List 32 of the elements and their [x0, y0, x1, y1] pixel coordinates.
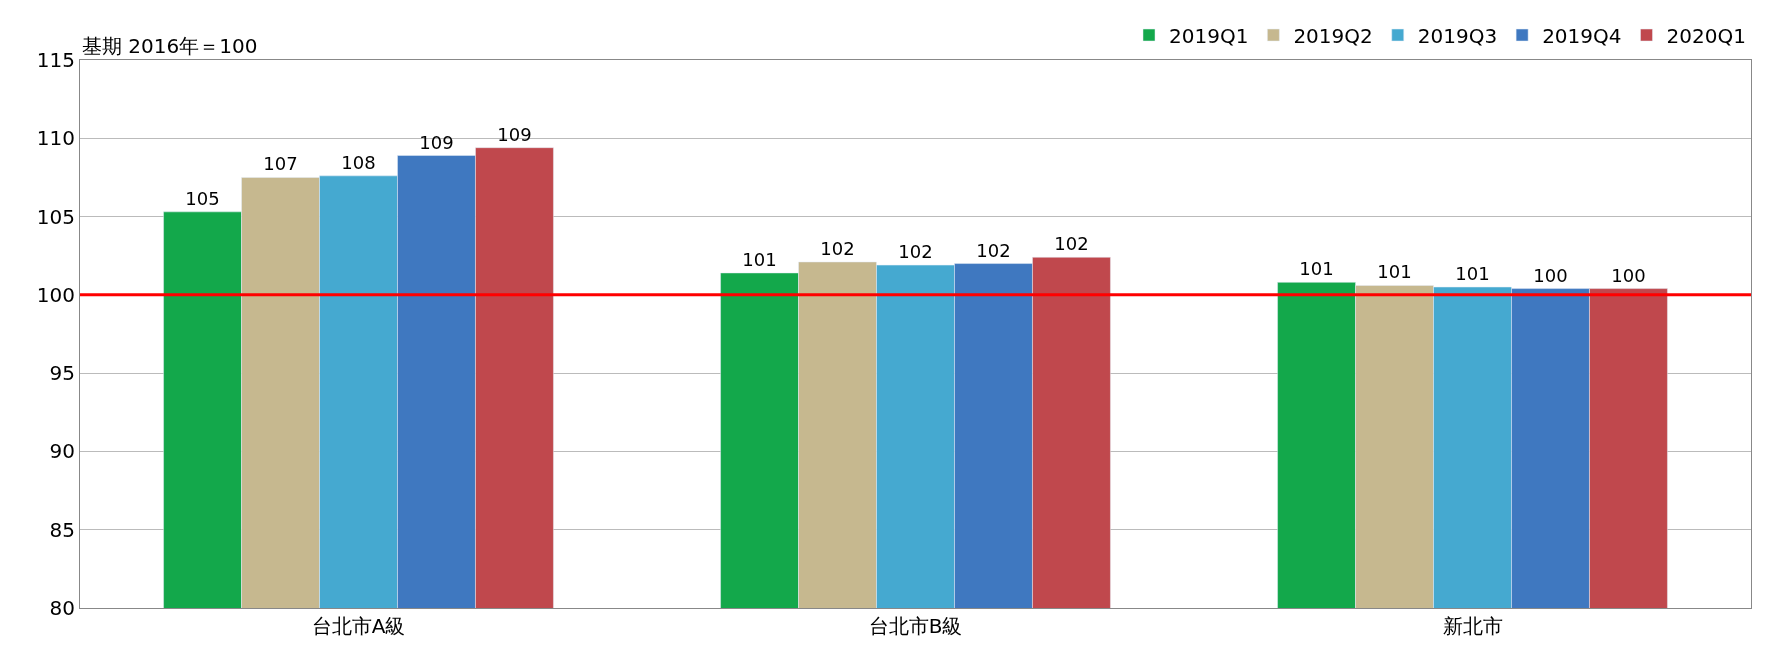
data-label: 102 — [976, 239, 1011, 261]
data-label: 102 — [1054, 233, 1089, 255]
x-tick-label: 新北市 — [1442, 614, 1503, 638]
data-label: 107 — [263, 153, 298, 175]
text: 基期 2016年＝100 — [82, 34, 258, 58]
x-tick-label: 台北市A級 — [311, 614, 406, 638]
y-tick-label: 80 — [49, 596, 75, 620]
data-label: 101 — [742, 248, 777, 270]
data-label: 101 — [1455, 263, 1490, 285]
legend-label: 2020Q1 — [1666, 23, 1746, 48]
data-label: 109 — [497, 123, 532, 145]
x-tick-label: 台北市B級 — [868, 614, 963, 638]
data-label: 101 — [1377, 261, 1412, 283]
y-tick-label: 95 — [49, 361, 75, 386]
data-label: 108 — [341, 151, 376, 173]
data-label: 101 — [1299, 258, 1334, 280]
legend-label: 2019Q3 — [1417, 23, 1498, 48]
legend-label: 2019Q4 — [1542, 23, 1622, 48]
data-label: 102 — [820, 237, 855, 259]
data-label: 100 — [1611, 264, 1646, 286]
y-tick-label: 90 — [49, 439, 75, 464]
legend-label: 2019Q2 — [1293, 23, 1373, 48]
legend-label: 2019Q1 — [1169, 23, 1249, 48]
data-label: 109 — [419, 131, 454, 153]
data-label: 102 — [898, 241, 933, 263]
data-label: 105 — [185, 187, 220, 209]
y-tick-label: 85 — [49, 517, 75, 542]
y-tick-label: 105 — [36, 204, 75, 229]
data-label: 100 — [1533, 264, 1568, 286]
y-tick-label: 100 — [36, 282, 75, 307]
y-tick-label: 115 — [36, 48, 75, 72]
y-tick-label: 110 — [36, 126, 75, 151]
